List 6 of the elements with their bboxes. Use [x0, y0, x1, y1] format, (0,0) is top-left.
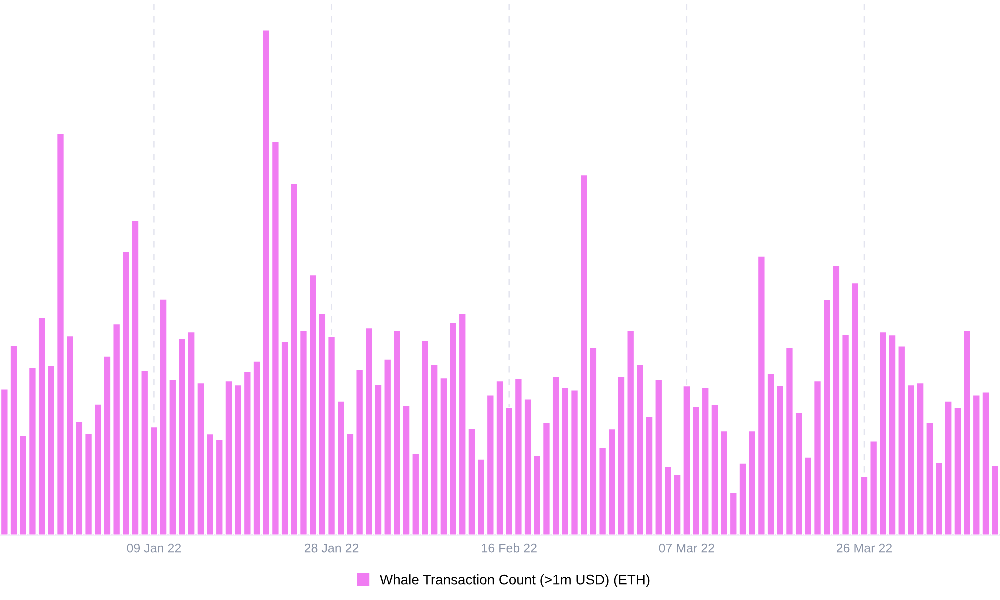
legend-label: Whale Transaction Count (>1m USD) (ETH) — [380, 574, 650, 588]
x-tick-label: 26 Mar 22 — [836, 544, 892, 553]
x-tick-label: 16 Feb 22 — [482, 544, 537, 553]
x-tick-label: 28 Jan 22 — [304, 544, 359, 553]
x-tick-label: 09 Jan 22 — [127, 544, 182, 553]
x-tick-label: 07 Mar 22 — [659, 544, 714, 553]
